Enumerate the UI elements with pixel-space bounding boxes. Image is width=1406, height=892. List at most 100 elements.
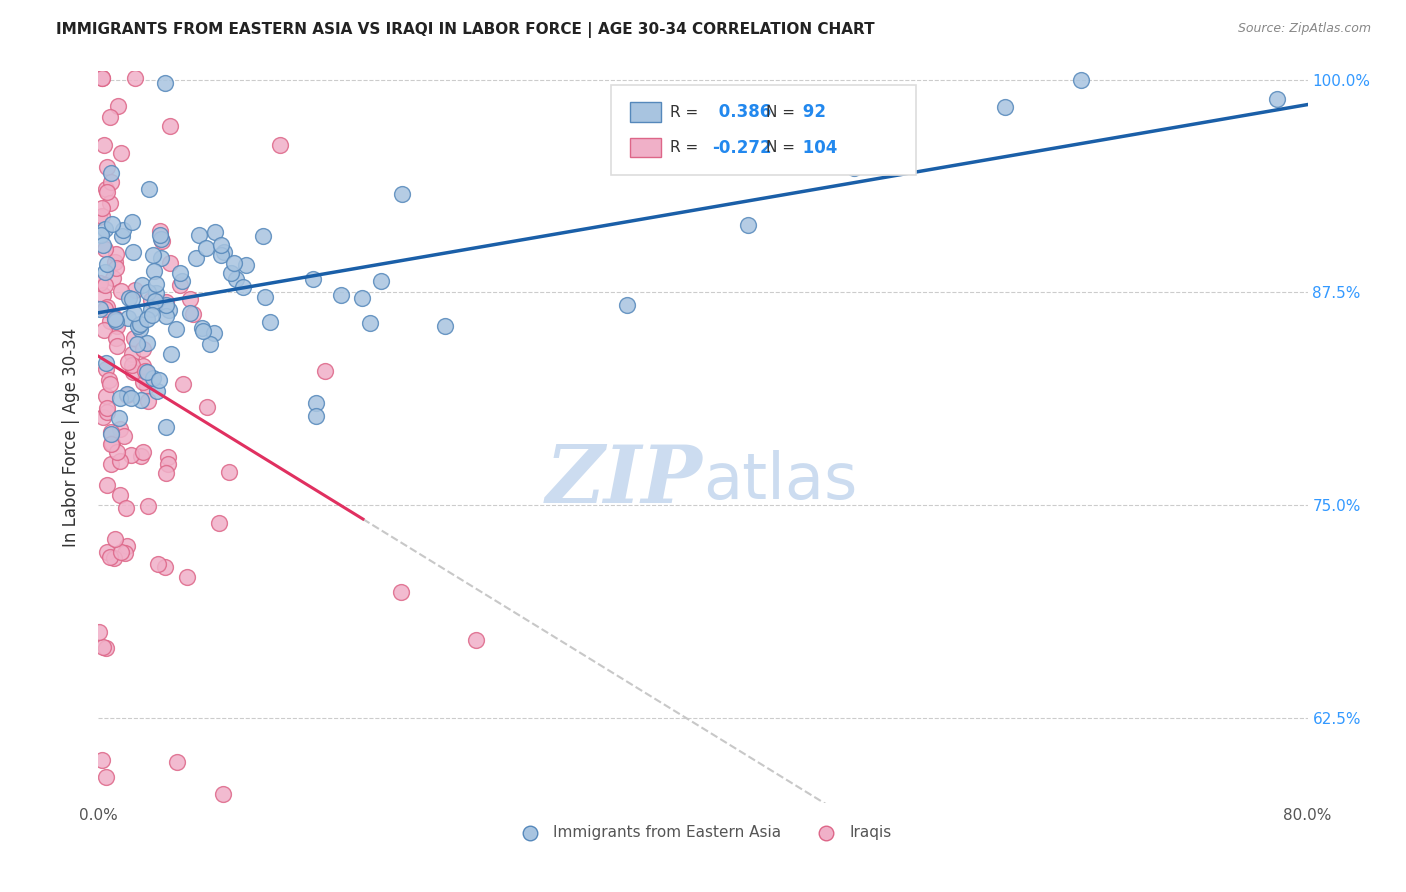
Point [101,435,124,450]
Point [105,444,128,458]
Point [156,457,179,471]
Text: R =: R = [671,140,703,155]
Point [125,337,148,351]
Point [135,335,157,350]
Point [146,384,169,398]
Point [141,293,163,307]
Point [105,339,128,353]
Point [391,187,413,202]
Point [104,312,127,326]
Point [97,373,120,387]
Point [96,182,118,196]
Point [225,272,247,286]
Point [166,755,188,769]
Point [112,429,135,443]
Point [108,454,131,468]
Point [117,355,139,369]
Point [145,285,167,300]
Point [96,185,118,199]
Point [100,426,122,441]
Text: 104: 104 [797,138,838,157]
Point [136,378,159,392]
Point [350,291,373,305]
Point [142,248,165,262]
Point [89,625,111,640]
Point [124,71,146,86]
Point [994,100,1017,114]
Point [169,278,191,293]
Point [149,224,172,238]
Point [104,247,127,261]
Point [150,231,173,245]
Point [100,165,122,179]
Point [94,640,117,655]
Point [114,546,136,560]
Text: R =: R = [671,104,703,120]
Point [96,405,118,419]
Point [94,361,117,376]
Point [172,376,194,391]
Point [155,310,177,324]
Point [98,110,121,124]
Point [107,99,129,113]
Point [105,260,128,275]
Point [103,270,125,285]
Point [105,319,128,334]
Point [96,477,118,491]
Point [91,287,114,301]
Point [152,234,174,248]
Point [737,218,759,232]
Point [165,322,187,336]
Point [91,409,114,424]
Point [465,633,488,648]
Point [136,394,159,409]
Point [209,238,232,252]
Point [118,292,141,306]
Point [124,284,146,298]
Point [89,210,111,224]
Point [108,488,131,502]
Point [235,258,257,272]
Point [259,315,281,329]
Point [134,364,156,378]
Point [155,297,177,311]
Text: N =: N = [766,104,800,120]
Point [218,466,240,480]
Point [120,392,142,406]
Point [90,227,112,242]
Point [170,274,193,288]
Point [1070,73,1092,87]
Point [117,310,139,325]
Point [149,228,172,243]
Point [121,245,143,260]
Point [142,371,165,385]
Point [89,277,111,291]
Point [155,420,177,434]
Point [184,251,207,265]
Point [141,308,163,322]
Point [159,119,181,133]
Text: Source: ZipAtlas.com: Source: ZipAtlas.com [1237,22,1371,36]
Text: ZIP: ZIP [546,442,703,520]
Point [389,585,412,599]
Point [121,347,143,361]
Point [124,331,146,345]
Point [90,71,112,86]
Point [305,409,328,424]
Point [90,71,112,86]
Point [110,545,132,559]
Point [121,358,143,372]
Point [100,217,122,231]
Point [96,770,118,784]
Point [96,301,118,315]
Point [110,146,132,161]
Point [115,386,138,401]
Point [96,257,118,271]
Point [370,274,392,288]
Point [110,284,132,298]
Point [104,533,127,547]
Point [190,321,212,335]
Point [127,318,149,333]
Point [131,277,153,292]
Point [254,290,277,304]
